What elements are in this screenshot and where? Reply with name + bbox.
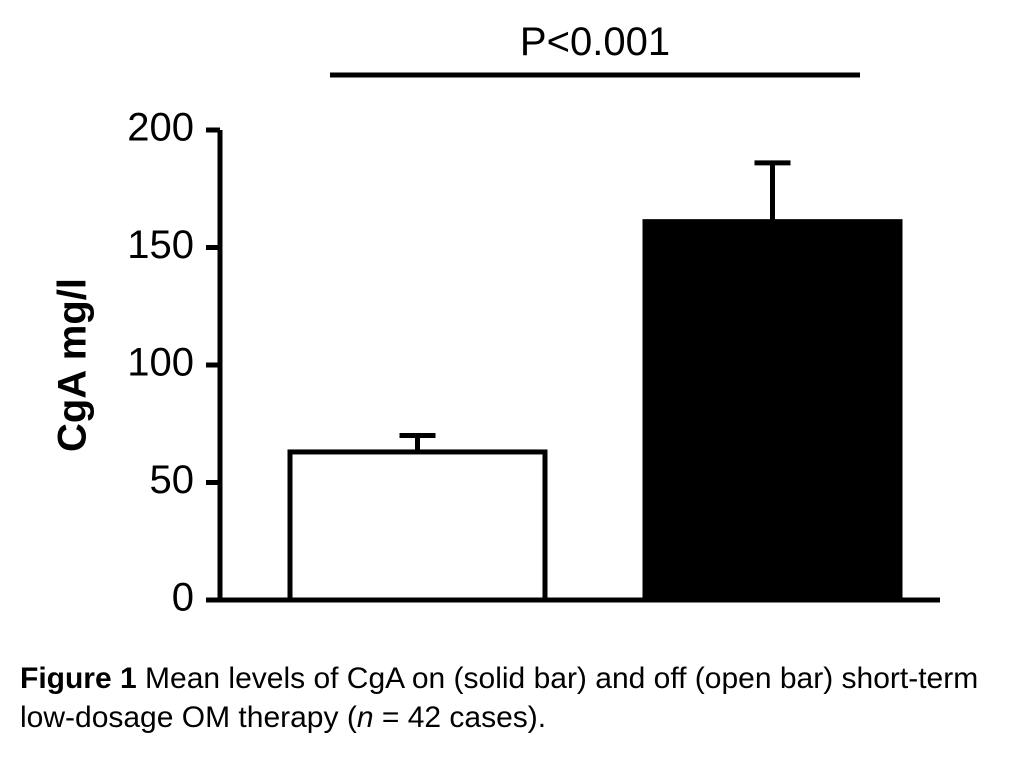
p-value-label: P<0.001 (520, 20, 670, 64)
y-axis-label: CgA mg/l (51, 278, 95, 452)
bar-chart: 0 50 100 150 200 CgA mg/l P<0.001 (0, 0, 1024, 660)
y-tick-label: 100 (127, 341, 194, 385)
figure-caption: Figure 1 Mean levels of CgA on (solid ba… (20, 660, 1004, 737)
caption-italic-n: n (357, 701, 374, 734)
caption-body-2: = 42 cases). (374, 701, 547, 734)
y-tick-label: 200 (127, 106, 194, 150)
caption-lead: Figure 1 (20, 662, 137, 695)
y-tick-label: 50 (150, 458, 195, 502)
y-tick-label: 0 (172, 576, 194, 620)
y-tick-label: 150 (127, 223, 194, 267)
figure-container: 0 50 100 150 200 CgA mg/l P<0.001 Figure 1 Mea… (0, 0, 1024, 765)
off_therapy_open_bar (290, 452, 545, 600)
on_therapy_solid_bar (645, 222, 900, 600)
